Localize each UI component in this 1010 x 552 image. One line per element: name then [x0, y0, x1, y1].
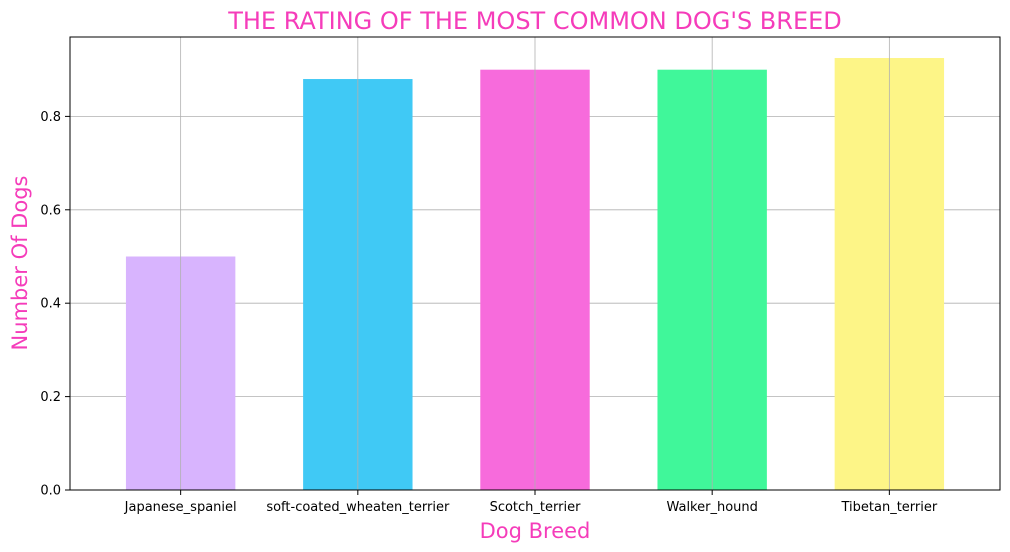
y-tick-label: 0.0 — [40, 484, 61, 499]
y-tick-label: 0.4 — [40, 297, 61, 312]
x-axis-label: Dog Breed — [480, 519, 591, 543]
x-axis-ticks: Japanese_spaniel soft-coated_wheaten_terr… — [124, 490, 938, 515]
y-axis-label: Number Of Dogs — [8, 176, 32, 351]
y-axis-ticks: 0.0 0.2 0.4 0.6 0.8 — [40, 110, 70, 499]
x-tick-label: Walker_hound — [666, 500, 757, 515]
x-tick-label: Scotch_terrier — [490, 500, 582, 515]
y-tick-label: 0.8 — [40, 110, 61, 125]
x-tick-label: Tibetan_terrier — [840, 500, 937, 515]
vertical-grid — [180, 37, 890, 490]
x-tick-label: Japanese_spaniel — [124, 500, 237, 515]
x-tick-label: soft-coated_wheaten_terrier — [266, 500, 450, 515]
chart-title: THE RATING OF THE MOST COMMON DOG'S BREE… — [227, 7, 842, 35]
y-tick-label: 0.2 — [40, 390, 61, 405]
y-tick-label: 0.6 — [40, 203, 61, 218]
